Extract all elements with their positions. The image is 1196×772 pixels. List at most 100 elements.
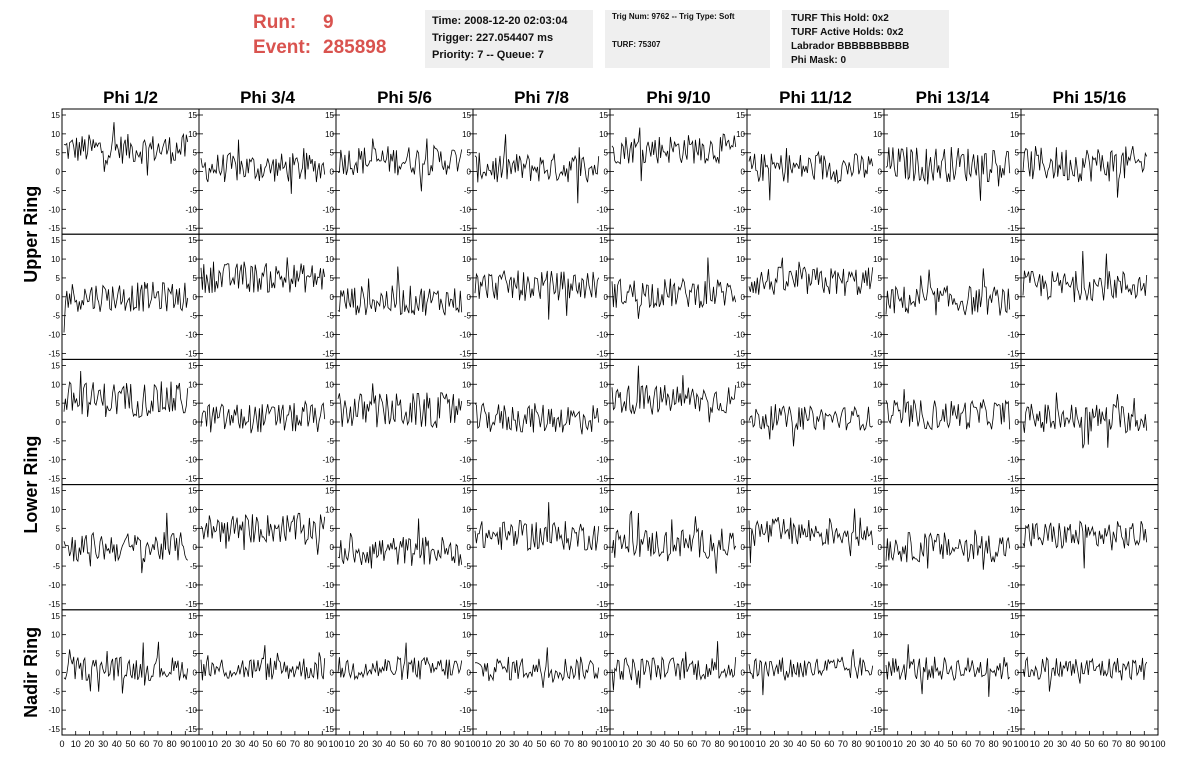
y-tick-label: 5: [56, 274, 61, 283]
y-tick-label: 15: [188, 487, 197, 496]
y-tick-label: 10: [462, 631, 471, 640]
waveform-trace: [748, 257, 874, 296]
x-tick-label: 80: [1126, 739, 1136, 749]
y-tick-label: 10: [873, 505, 882, 514]
y-tick-label: -15: [596, 475, 608, 484]
y-tick-label: 10: [1010, 380, 1019, 389]
y-tick-label: -10: [733, 205, 745, 214]
run-event-block: Run: 9 Event: 285898: [253, 10, 386, 60]
x-tick-label: 60: [413, 739, 423, 749]
y-tick-label: -15: [733, 725, 745, 734]
y-tick-label: -10: [733, 331, 745, 340]
y-tick-label: -5: [1012, 687, 1020, 696]
waveform-trace: [63, 370, 189, 419]
y-tick-label: -5: [738, 687, 746, 696]
y-tick-label: 0: [193, 418, 198, 427]
y-tick-label: 5: [1015, 650, 1020, 659]
y-tick-label: 5: [56, 399, 61, 408]
y-tick-label: -5: [1012, 437, 1020, 446]
x-tick-label: 30: [783, 739, 793, 749]
x-tick-label: 20: [495, 739, 505, 749]
waveform-trace: [1022, 656, 1148, 692]
y-tick-label: 0: [193, 168, 198, 177]
run-value: 9: [323, 12, 334, 33]
y-tick-label: 0: [467, 543, 472, 552]
y-tick-label: 10: [736, 380, 745, 389]
y-tick-label: -15: [596, 600, 608, 609]
y-tick-label: 15: [325, 361, 334, 370]
x-tick-label: 20: [358, 739, 368, 749]
y-tick-label: 0: [741, 168, 746, 177]
y-tick-label: 0: [604, 293, 609, 302]
y-tick-label: 15: [1010, 612, 1019, 621]
y-tick-label: 0: [1015, 668, 1020, 677]
waveform-trace: [474, 647, 600, 688]
y-tick-label: -15: [185, 224, 197, 233]
x-tick-label: 60: [687, 739, 697, 749]
x-tick-label: 30: [1057, 739, 1067, 749]
y-tick-label: -10: [185, 581, 197, 590]
y-tick-label: 15: [873, 487, 882, 496]
y-tick-label: 5: [330, 399, 335, 408]
x-tick-label: 20: [769, 739, 779, 749]
y-tick-label: 0: [56, 293, 61, 302]
x-tick-label: 80: [989, 739, 999, 749]
y-tick-label: 10: [873, 255, 882, 264]
waveform-trace: [748, 649, 874, 696]
y-tick-label: 10: [462, 505, 471, 514]
y-tick-label: -10: [596, 456, 608, 465]
y-tick-label: -5: [464, 687, 472, 696]
y-tick-label: 15: [462, 111, 471, 120]
y-tick-label: -5: [464, 562, 472, 571]
x-tick-label: 70: [427, 739, 437, 749]
panel-frame: [61, 108, 200, 235]
x-tick-label: 70: [564, 739, 574, 749]
y-tick-label: 10: [736, 130, 745, 139]
y-tick-label: -10: [1007, 205, 1019, 214]
y-tick-label: 15: [1010, 487, 1019, 496]
y-tick-label: 10: [599, 505, 608, 514]
y-tick-label: 15: [51, 487, 60, 496]
y-tick-label: -15: [48, 600, 60, 609]
x-tick-label: 30: [646, 739, 656, 749]
y-tick-label: 0: [467, 668, 472, 677]
y-tick-label: 10: [462, 130, 471, 139]
waveform-trace: [200, 645, 326, 681]
y-tick-label: 10: [51, 505, 60, 514]
y-tick-label: -15: [459, 600, 471, 609]
event-value: 285898: [323, 37, 387, 58]
ring-title: Lower Ring: [21, 436, 41, 534]
y-tick-label: 15: [736, 361, 745, 370]
x-tick-label: 90: [1002, 739, 1012, 749]
y-tick-label: 0: [1015, 168, 1020, 177]
y-tick-label: -15: [596, 224, 608, 233]
y-tick-label: -15: [1007, 725, 1019, 734]
y-tick-label: 5: [467, 149, 472, 158]
waveform-trace: [1022, 146, 1148, 198]
y-tick-label: -15: [733, 600, 745, 609]
panel-frame: [609, 108, 748, 235]
y-tick-label: -5: [1012, 312, 1020, 321]
waveform-trace: [474, 402, 600, 435]
waveform-trace: [611, 257, 737, 319]
x-tick-label: 30: [98, 739, 108, 749]
y-tick-label: 0: [878, 293, 883, 302]
y-tick-label: -10: [1007, 331, 1019, 340]
waveform-trace: [885, 389, 1011, 431]
waveform-trace: [200, 512, 326, 555]
y-tick-label: -10: [459, 581, 471, 590]
x-tick-label: 30: [235, 739, 245, 749]
y-tick-label: 10: [188, 505, 197, 514]
y-tick-label: -10: [459, 456, 471, 465]
y-tick-label: -15: [48, 224, 60, 233]
y-tick-label: -15: [185, 725, 197, 734]
panel-frame: [746, 233, 885, 360]
x-tick-label: 80: [578, 739, 588, 749]
y-tick-label: -10: [322, 331, 334, 340]
y-tick-label: -10: [596, 331, 608, 340]
y-tick-label: 0: [741, 543, 746, 552]
panel-frame: [1020, 233, 1159, 360]
waveform-trace: [63, 281, 189, 333]
x-tick-label: 50: [947, 739, 957, 749]
y-tick-label: -5: [464, 312, 472, 321]
